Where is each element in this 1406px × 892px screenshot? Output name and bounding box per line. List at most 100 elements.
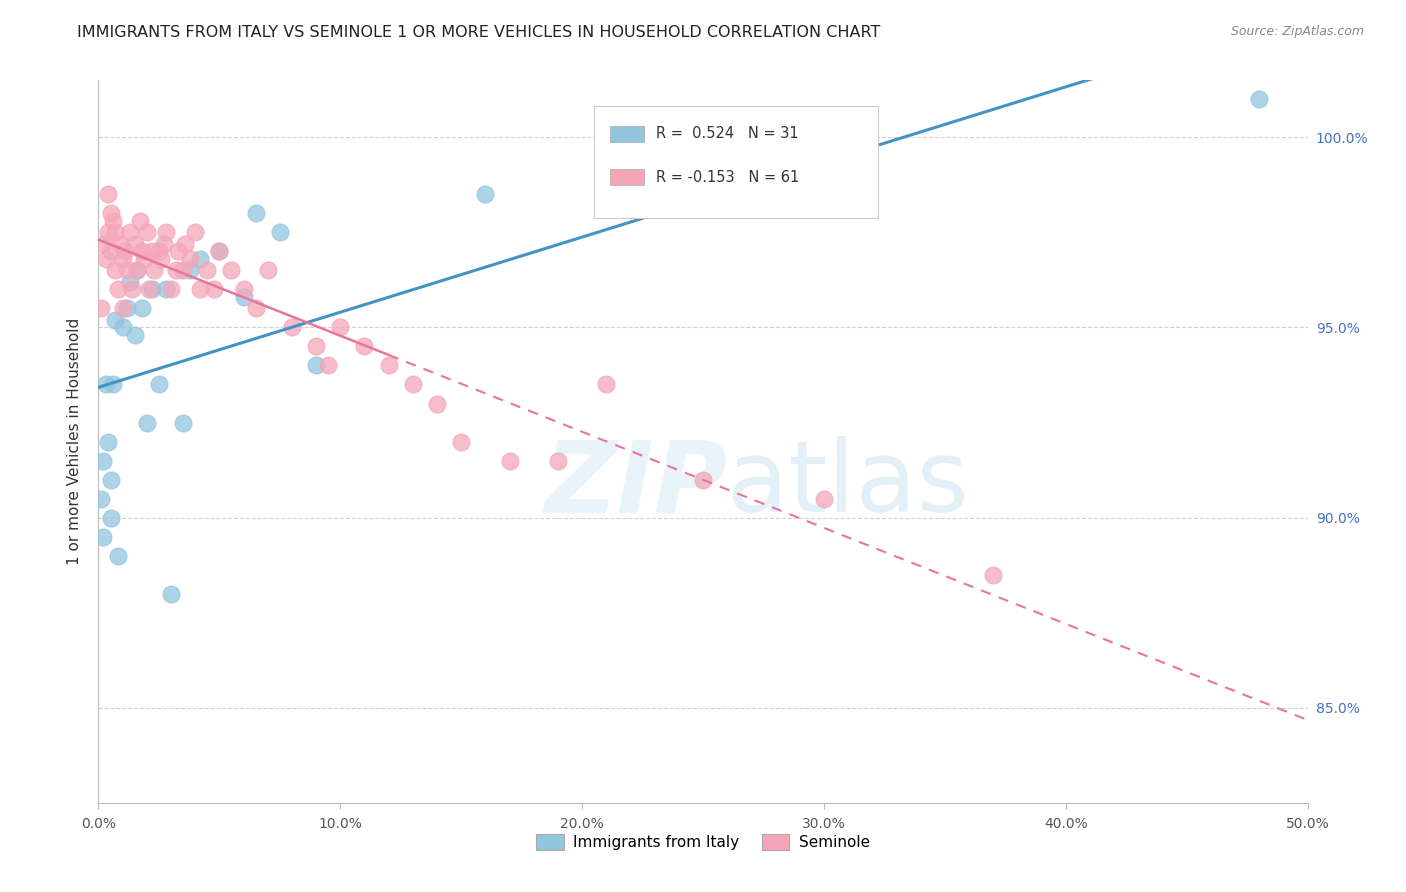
Point (188, 252, 211, 266)
Point (97, 434, 120, 449)
Point (269, 226, 291, 240)
Point (474, 187, 496, 202)
Point (117, 301, 139, 316)
Point (329, 320, 352, 334)
Point (97, 187, 120, 202)
Point (124, 236, 146, 251)
Text: IMMIGRANTS FROM ITALY VS SEMINOLE 1 OR MORE VEHICLES IN HOUSEHOLD CORRELATION CH: IMMIGRANTS FROM ITALY VS SEMINOLE 1 OR M… (77, 25, 880, 40)
Point (1249, 92, 1271, 106)
Point (128, 214, 150, 228)
Point (353, 339, 375, 353)
Point (100, 510, 122, 524)
Point (143, 263, 166, 277)
Point (208, 244, 231, 259)
Point (91, 453, 114, 467)
Point (138, 282, 160, 296)
Bar (610, 126, 644, 142)
Text: ZIP: ZIP (544, 436, 727, 533)
Point (179, 252, 201, 266)
Point (547, 453, 569, 467)
Point (104, 313, 127, 327)
Point (188, 282, 211, 296)
Point (426, 396, 449, 410)
Point (90, 491, 112, 506)
Point (150, 252, 173, 266)
Point (101, 214, 124, 228)
Point (305, 339, 328, 353)
Point (377, 359, 399, 373)
Point (208, 244, 231, 259)
Point (221, 263, 243, 277)
Point (316, 359, 339, 373)
Point (172, 416, 194, 430)
Point (155, 226, 177, 240)
Point (813, 491, 835, 506)
Point (141, 244, 163, 259)
Point (111, 320, 134, 334)
Point (104, 226, 127, 240)
Point (179, 263, 201, 277)
Point (111, 301, 134, 316)
Point (152, 236, 174, 251)
Point (245, 206, 267, 220)
Point (90, 301, 112, 316)
Point (124, 328, 146, 343)
Point (281, 320, 304, 334)
Text: Source: ZipAtlas.com: Source: ZipAtlas.com (1230, 25, 1364, 38)
Point (134, 252, 156, 266)
Y-axis label: 1 or more Vehicles in Household: 1 or more Vehicles in Household (67, 318, 83, 566)
Point (127, 263, 149, 277)
Point (97, 226, 120, 240)
Point (195, 263, 218, 277)
Point (450, 434, 472, 449)
Point (118, 275, 141, 289)
Point (981, 567, 1004, 582)
Point (91, 236, 114, 251)
Point (232, 290, 254, 304)
Point (402, 377, 425, 392)
Point (94, 252, 117, 266)
Point (165, 263, 187, 277)
FancyBboxPatch shape (595, 105, 879, 218)
Bar (610, 169, 644, 185)
Point (141, 282, 163, 296)
Point (107, 549, 129, 563)
Text: R =  0.524   N = 31: R = 0.524 N = 31 (655, 127, 799, 141)
Point (127, 263, 149, 277)
Point (114, 244, 136, 259)
Point (100, 244, 122, 259)
Point (148, 244, 170, 259)
Point (160, 587, 183, 601)
Text: R = -0.153   N = 61: R = -0.153 N = 61 (655, 169, 799, 185)
Point (107, 282, 129, 296)
Text: atlas: atlas (727, 436, 969, 533)
Point (100, 206, 122, 220)
Point (148, 377, 170, 392)
Point (111, 252, 134, 266)
Point (131, 301, 153, 316)
Point (101, 377, 124, 392)
Point (692, 473, 714, 487)
Point (172, 263, 194, 277)
Point (174, 236, 197, 251)
Point (94, 377, 117, 392)
Point (135, 226, 157, 240)
Point (184, 226, 207, 240)
Point (160, 282, 183, 296)
Point (256, 263, 278, 277)
Point (595, 377, 617, 392)
Point (167, 244, 190, 259)
Point (100, 473, 122, 487)
Point (121, 282, 143, 296)
Point (498, 453, 520, 467)
Point (118, 226, 141, 240)
Point (245, 301, 267, 316)
Point (117, 263, 139, 277)
Point (155, 282, 177, 296)
Point (104, 263, 127, 277)
Point (108, 236, 131, 251)
Point (91, 530, 114, 544)
Point (204, 282, 226, 296)
Point (305, 359, 328, 373)
Point (131, 244, 153, 259)
